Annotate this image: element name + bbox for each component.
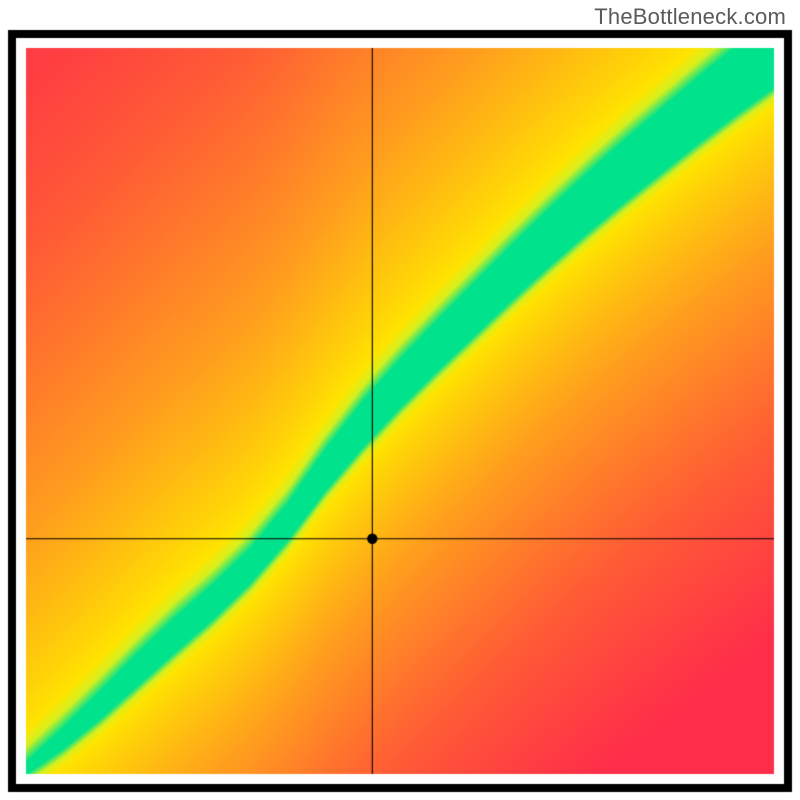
bottleneck-heatmap bbox=[0, 0, 800, 800]
watermark-text: TheBottleneck.com bbox=[594, 4, 786, 30]
